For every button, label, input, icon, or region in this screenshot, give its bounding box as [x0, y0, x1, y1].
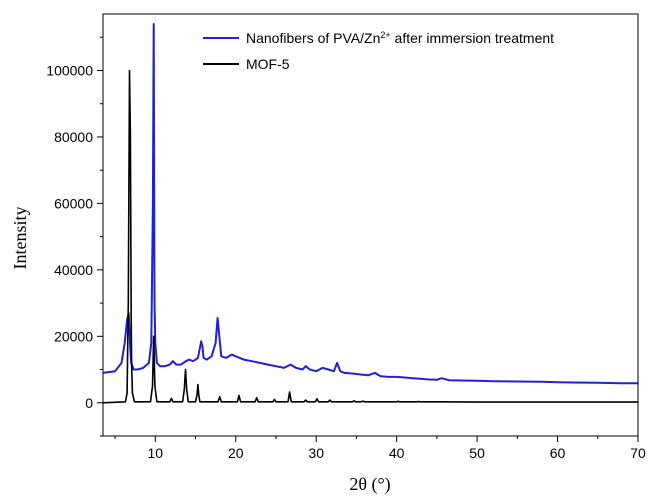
series-line-nanofibers: [102, 23, 638, 385]
y-tick-label: 40000: [54, 262, 93, 278]
plot-area: [102, 23, 638, 404]
legend-label-nanofibers-part2: after immersion treatment: [391, 30, 554, 46]
y-tick-label: 0: [85, 395, 93, 411]
legend-label-nanofibers-part1: Nanofibers of PVA/Zn: [246, 30, 380, 46]
x-tick-label: 50: [469, 445, 485, 461]
x-tick-label: 70: [630, 445, 646, 461]
x-tick-label: 10: [148, 445, 164, 461]
x-tick-label: 40: [389, 445, 405, 461]
y-tick-label: 60000: [54, 195, 93, 211]
x-tick-label: 20: [228, 445, 244, 461]
series-line-mof5: [102, 69, 638, 404]
x-tick-label: 30: [308, 445, 324, 461]
plot-frame: [102, 13, 639, 437]
legend: Nanofibers of PVA/Zn2+ after immersion t…: [203, 30, 554, 72]
y-tick-label: 100000: [46, 62, 93, 78]
y-axis-title: Intensity: [10, 207, 30, 270]
x-tick-label: 60: [550, 445, 566, 461]
axis-ticks: 10 20 30 40 50 60 70 0 20000 40000 60000 80000 10000…: [46, 36, 646, 461]
legend-label-nanofibers-superscript: 2+: [380, 30, 390, 40]
legend-label-mof5: MOF-5: [246, 56, 290, 72]
y-tick-label: 20000: [54, 328, 93, 344]
y-tick-label: 80000: [54, 129, 93, 145]
x-axis-title: 2θ (°): [349, 474, 390, 495]
legend-label-nanofibers: Nanofibers of PVA/Zn2+ after immersion t…: [246, 30, 554, 46]
